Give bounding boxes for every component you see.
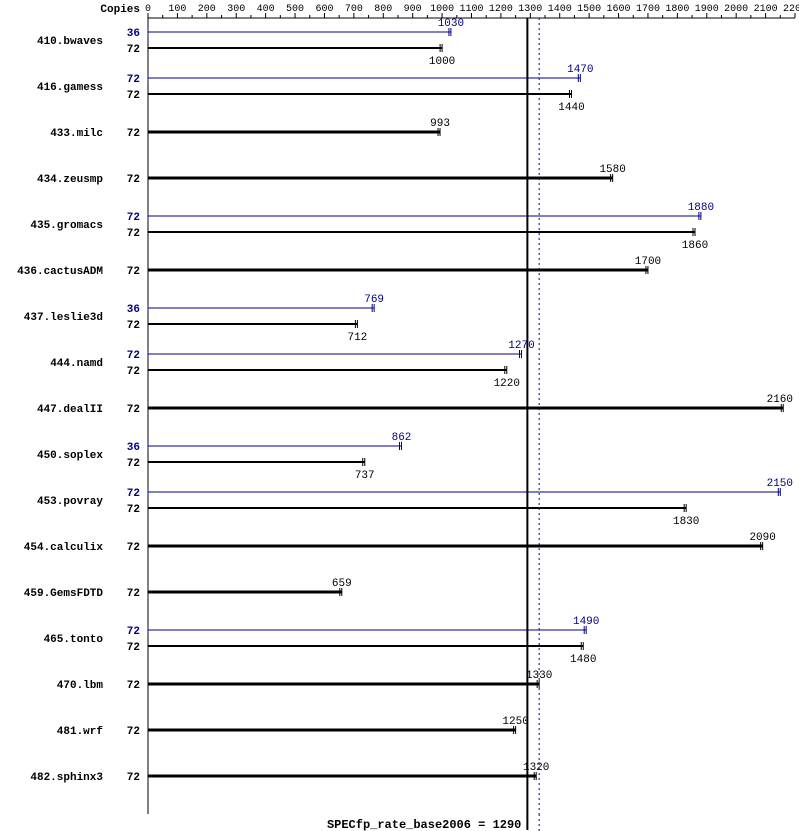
x-tick-label: 800 [374,4,392,15]
bar-value-label: 2150 [767,478,793,490]
x-tick-label: 1800 [665,4,689,15]
copies-peak: 72 [127,488,140,500]
copies-base: 72 [127,366,140,378]
bar-value-label: 1580 [599,164,625,176]
bar-value-label: 1700 [635,256,661,268]
copies-base: 72 [127,542,140,554]
copies-base: 72 [127,44,140,56]
x-tick-label: 900 [404,4,422,15]
summary-base-label: SPECfp_rate_base2006 = 1290 [327,818,521,831]
bar-value-label: 712 [347,332,367,344]
copies-base: 72 [127,228,140,240]
x-tick-label: 500 [286,4,304,15]
bar-value-label: 1860 [682,240,708,252]
x-tick-label: 600 [315,4,333,15]
benchmark-name: 437.leslie3d [24,312,103,324]
benchmark-name: 436.cactusADM [17,266,103,278]
copies-base: 72 [127,128,140,140]
copies-base: 72 [127,174,140,186]
x-tick-label: 2000 [724,4,748,15]
benchmark-name: 482.sphinx3 [30,772,103,784]
copies-peak: 36 [127,28,140,40]
copies-base: 72 [127,90,140,102]
benchmark-name: 470.lbm [57,680,104,692]
benchmark-name: 450.soplex [37,450,103,462]
copies-base: 72 [127,772,140,784]
copies-peak: 36 [127,442,140,454]
bar-value-label: 1880 [688,202,714,214]
x-tick-label: 300 [227,4,245,15]
bar-value-label: 1250 [502,716,528,728]
bar-value-label: 993 [430,118,450,130]
copies-peak: 72 [127,74,140,86]
copies-base: 72 [127,726,140,738]
benchmark-name: 444.namd [50,358,103,370]
x-tick-label: 1400 [548,4,572,15]
copies-peak: 72 [127,626,140,638]
x-tick-label: 0 [145,4,151,15]
benchmark-name: 459.GemsFDTD [24,588,104,600]
benchmark-name: 447.dealII [37,404,103,416]
bar-value-label: 1330 [526,670,552,682]
copies-base: 72 [127,266,140,278]
copies-base: 72 [127,320,140,332]
benchmark-name: 465.tonto [44,634,104,646]
copies-base: 72 [127,680,140,692]
bar-value-label: 1440 [558,102,584,114]
benchmark-chart: Copies 0 100 200 300 400 500 600 700 800 900 1000 11… [0,0,799,831]
copies-peak: 36 [127,304,140,316]
x-tick-label: 1100 [459,4,483,15]
copies-peak: 72 [127,212,140,224]
x-tick-label: 1900 [695,4,719,15]
benchmark-name: 433.milc [50,128,103,140]
x-tick-label: 1600 [607,4,631,15]
benchmark-name: 410.bwaves [37,36,103,48]
bar-value-label: 1000 [429,56,455,68]
copies-base: 72 [127,504,140,516]
benchmark-name: 481.wrf [57,726,104,738]
copies-base: 72 [127,642,140,654]
bar-value-label: 1320 [523,762,549,774]
x-tick-label: 2100 [754,4,778,15]
benchmark-name: 435.gromacs [30,220,103,232]
x-tick-label: 1200 [489,4,513,15]
benchmark-name: 434.zeusmp [37,174,103,186]
copies-base: 72 [127,458,140,470]
bar-value-label: 1480 [570,654,596,666]
bar-value-label: 862 [392,432,412,444]
x-tick-label: 1000 [430,4,454,15]
bar-value-label: 2160 [767,394,793,406]
benchmark-name: 453.povray [37,496,103,508]
copies-base: 72 [127,588,140,600]
benchmark-name: 454.calculix [24,542,104,554]
bar-value-label: 1830 [673,516,699,528]
bar-value-label: 1270 [508,340,534,352]
bar-value-label: 1030 [438,18,464,30]
copies-base: 72 [127,404,140,416]
bar-value-label: 1220 [494,378,520,390]
x-tick-label: 1500 [577,4,601,15]
x-tick-label: 1300 [518,4,542,15]
benchmark-name: 416.gamess [37,82,103,94]
bar-value-label: 1470 [567,64,593,76]
x-tick-label: 2200 [783,4,799,15]
copies-peak: 72 [127,350,140,362]
x-tick-label: 100 [168,4,186,15]
x-tick-label: 400 [257,4,275,15]
bar-value-label: 769 [364,294,384,306]
bar-value-label: 1490 [573,616,599,628]
x-tick-label: 1700 [636,4,660,15]
x-tick-label: 700 [345,4,363,15]
axis-title: Copies [100,4,140,16]
bar-value-label: 737 [355,470,375,482]
x-tick-label: 200 [198,4,216,15]
bar-value-label: 659 [332,578,352,590]
bar-value-label: 2090 [749,532,775,544]
